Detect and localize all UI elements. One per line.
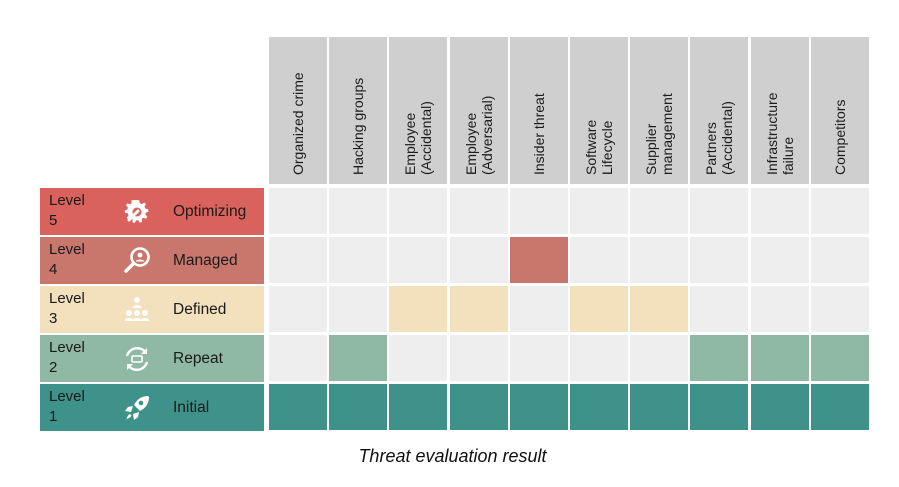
heatmap-cell xyxy=(570,286,628,332)
heatmap-cell xyxy=(449,286,508,332)
column-header-label: Partners (Accidental) xyxy=(703,100,736,175)
column-header-label: Employee (Adversarial) xyxy=(462,95,495,175)
heatmap-cell xyxy=(570,335,628,381)
heatmap-cell xyxy=(810,286,869,332)
column-header-label: Software Lifecycle xyxy=(583,119,615,175)
chart-caption: Threat evaluation result xyxy=(358,446,547,466)
level-label: Level 4 xyxy=(49,241,85,278)
heatmap-cell xyxy=(509,188,568,234)
heatmap-cell xyxy=(269,237,327,283)
heatmap-cell xyxy=(690,335,749,381)
heatmap-cell xyxy=(690,286,749,332)
column-header-2: Employee (Accidental) xyxy=(389,37,448,184)
heatmap-cell xyxy=(750,384,809,430)
heatmap-cell xyxy=(449,384,508,430)
heatmap-cell xyxy=(329,237,388,283)
magnifier-person-icon xyxy=(120,244,154,278)
column-header-4: Insider threat xyxy=(509,37,568,184)
heatmap-cell xyxy=(750,286,809,332)
level-name: Optimizing xyxy=(173,203,247,220)
heatmap-cell xyxy=(810,237,869,283)
heatmap-cell xyxy=(570,237,628,283)
level-name: Defined xyxy=(173,301,227,318)
heatmap-cell xyxy=(269,384,327,430)
heatmap-cell xyxy=(269,188,327,234)
column-header-label: Insider threat xyxy=(530,92,547,175)
heatmap-cell xyxy=(810,335,869,381)
heatmap-cell xyxy=(750,188,809,234)
row-label-level-3: Level 3 Defined xyxy=(40,286,264,333)
heatmap-cell xyxy=(570,384,628,430)
repeat-cycle-icon xyxy=(120,342,154,376)
heatmap-cell xyxy=(750,335,809,381)
heatmap-cell xyxy=(329,188,388,234)
heatmap-cell xyxy=(690,188,749,234)
heatmap-cell xyxy=(690,384,749,430)
level-name: Initial xyxy=(173,399,210,416)
row-label-level-4: Level 4 Managed xyxy=(40,237,264,284)
column-header-1: Hacking groups xyxy=(329,37,388,184)
heatmap-cell xyxy=(269,286,327,332)
heatmap-cell xyxy=(449,335,508,381)
gear-wrench-icon xyxy=(120,195,154,229)
column-header-label: Infrastructure failure xyxy=(763,92,796,175)
heatmap-cell xyxy=(389,188,448,234)
level-label: Level 5 xyxy=(49,192,85,229)
heatmap-cell xyxy=(509,384,568,430)
heatmap-cell xyxy=(389,335,448,381)
column-header-0: Organized crime xyxy=(269,37,327,184)
heatmap-cell xyxy=(389,384,448,430)
heatmap-cell xyxy=(449,188,508,234)
column-header-label: Organized crime xyxy=(290,71,306,175)
heatmap-cell xyxy=(690,237,749,283)
heatmap-cell xyxy=(329,335,388,381)
heatmap-cell xyxy=(269,335,327,381)
column-header-9: Competitors xyxy=(810,37,869,184)
heatmap-cell xyxy=(509,286,568,332)
heatmap-cell xyxy=(449,237,508,283)
heatmap-cell xyxy=(509,237,568,283)
heatmap-cell xyxy=(329,384,388,430)
heatmap-cell xyxy=(389,286,448,332)
level-label: Level 2 xyxy=(49,339,85,376)
rocket-icon xyxy=(120,391,154,425)
row-label-level-1: Level 1 Initial xyxy=(40,384,264,431)
heatmap-cell xyxy=(630,335,689,381)
row-label-level-2: Level 2 Repeat xyxy=(40,335,264,382)
column-header-label: Competitors xyxy=(831,99,848,175)
column-header-7: Partners (Accidental) xyxy=(690,37,749,184)
column-header-label: Hacking groups xyxy=(350,77,367,175)
level-name: Managed xyxy=(173,252,238,269)
column-header-3: Employee (Adversarial) xyxy=(449,37,508,184)
level-label: Level 1 xyxy=(49,388,85,425)
level-label: Level 3 xyxy=(49,290,85,327)
heatmap-cell xyxy=(570,188,628,234)
row-label-level-5: Level 5 Optimizing xyxy=(40,188,264,235)
people-hierarchy-icon xyxy=(120,293,154,327)
column-header-label: Employee (Accidental) xyxy=(402,100,435,175)
level-name: Repeat xyxy=(173,350,223,367)
column-header-label: Supplier management xyxy=(643,92,676,175)
heatmap-cell xyxy=(810,188,869,234)
heatmap-cell xyxy=(630,188,689,234)
heatmap-cell xyxy=(389,237,448,283)
heatmap-cell xyxy=(630,286,689,332)
column-header-5: Software Lifecycle xyxy=(570,37,628,184)
heatmap-cell xyxy=(630,384,689,430)
column-header-8: Infrastructure failure xyxy=(750,37,809,184)
heatmap-cell xyxy=(630,237,689,283)
heatmap-cell xyxy=(810,384,869,430)
heatmap-cell xyxy=(750,237,809,283)
heatmap-cell xyxy=(329,286,388,332)
heatmap-cell xyxy=(509,335,568,381)
column-header-6: Supplier management xyxy=(630,37,689,184)
